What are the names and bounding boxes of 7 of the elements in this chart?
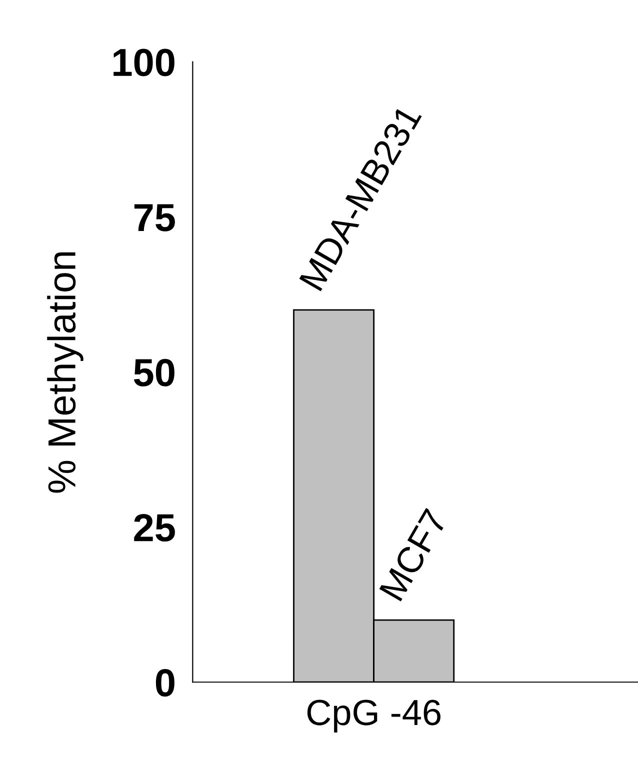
y-tick-label: 100 [114,48,174,76]
y-tick-label: 50 [134,358,174,386]
y-tick-label: 25 [134,514,175,542]
x-tick-label: CpG -46 [307,700,440,732]
y-tick-label: 75 [134,204,175,232]
y-tick-label: 0 [156,669,174,697]
y-axis-title: % Methylation [47,252,84,493]
